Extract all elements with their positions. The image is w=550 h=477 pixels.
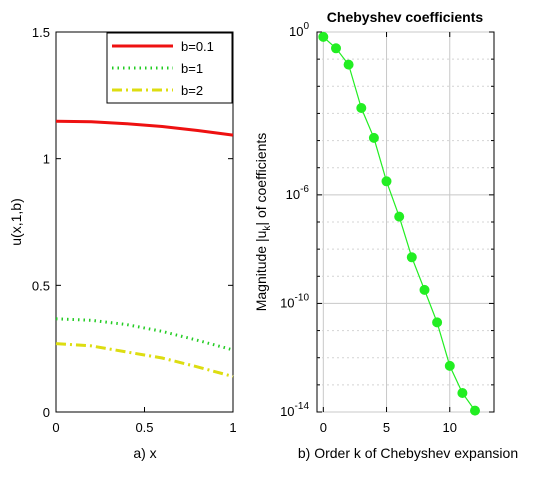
right-y-axis-title-subscript: k [262,225,273,231]
left-y-tick-label: 1 [43,152,50,167]
coefficient-point [394,211,405,222]
coefficient-point [381,176,392,187]
legend-label-b-1: b=1 [181,61,203,76]
legend-label-b-2: b=2 [181,83,203,98]
left-y-tick-label: 1.5 [32,25,50,40]
legend-label-b-0-1: b=0.1 [181,39,214,54]
right-chart: 0 5 10 10-14 10-10 10-6 100 Chebyshev coeffici… [253,9,518,461]
right-x-tick-label: 10 [443,420,457,435]
right-y-axis-title: Magnitude |uk| of coefficients [253,133,273,312]
right-y-tick-label: 10-14 [280,401,309,419]
coefficient-point [432,317,443,328]
coefficient-point [356,103,367,113]
coefficient-point [419,284,430,295]
left-y-axis-title: u(x,1,b) [8,198,24,245]
coefficient-point [331,43,341,54]
right-y-tick-label: 100 [289,21,309,39]
left-y-tick-label: 0 [43,405,50,420]
coefficient-point [318,31,329,42]
right-x-tick-label: 0 [320,420,327,435]
right-y-axis-title-main: Magnitude |u [253,231,269,312]
left-series-group [55,119,234,378]
coefficient-point [343,59,354,70]
legend: b=0.1 b=1 b=2 [106,32,233,104]
right-grid [317,31,494,413]
right-series-group [318,31,480,416]
right-plot-frame [316,31,495,413]
coefficient-point [457,388,468,398]
coefficient-point [470,405,480,416]
coefficient-point [368,132,379,143]
left-x-tick-label: 0 [52,420,59,435]
right-ticks: 0 5 10 10-14 10-10 10-6 100 [280,21,494,435]
series-line-b-0-1 [55,119,234,137]
series-line-b-2 [55,342,234,378]
coefficient-point [406,252,417,263]
left-y-tick-label: 0.5 [32,278,50,293]
coefficient-point [444,360,455,371]
left-chart: 0 0.5 1 0 0.5 1 1.5 b=0.1 b=1 b=2 a) x u(x,1,b) [8,25,237,461]
left-ticks: 0 0.5 1 0 0.5 1 1.5 [32,25,237,435]
right-y-tick-label: 10-10 [280,292,309,310]
series-line-b-1 [55,317,234,352]
left-x-tick-label: 0.5 [135,420,153,435]
right-y-tick-label: 10-6 [286,184,310,202]
right-x-axis-title: b) Order k of Chebyshev expansion [298,445,518,461]
legend-items: b=0.1 b=1 b=2 [112,39,214,98]
left-x-axis-title: a) x [133,445,156,461]
right-y-axis-title-tail: | of coefficients [253,133,269,226]
right-x-tick-label: 5 [383,420,390,435]
right-chart-title: Chebyshev coefficients [327,9,484,25]
left-x-tick-label: 1 [229,420,236,435]
